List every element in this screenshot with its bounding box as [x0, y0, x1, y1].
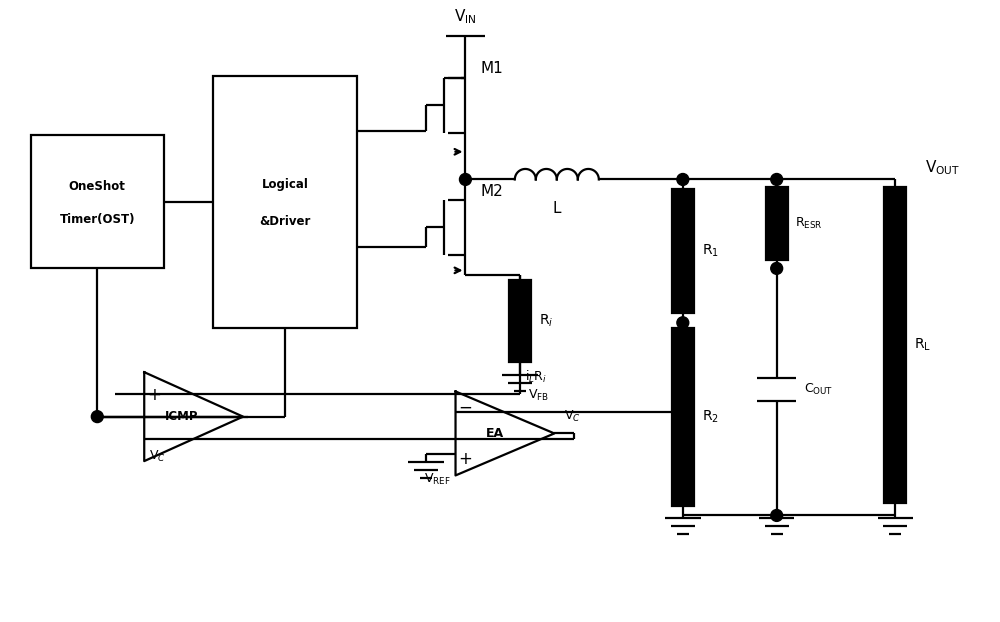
Bar [509, 281, 531, 362]
Text: Timer(OST): Timer(OST) [60, 213, 135, 226]
Text: V$_C$: V$_C$ [564, 409, 581, 424]
Circle shape [91, 411, 103, 422]
Circle shape [459, 174, 471, 185]
Circle shape [677, 174, 689, 185]
Text: V$_{\rm IN}$: V$_{\rm IN}$ [454, 7, 477, 26]
Bar [766, 187, 788, 261]
Text: M1: M1 [480, 62, 503, 77]
Text: −: − [458, 399, 472, 417]
Bar [672, 189, 694, 313]
Text: R$_i$: R$_i$ [539, 313, 553, 330]
Bar [31, 135, 164, 269]
Text: C$_{\rm OUT}$: C$_{\rm OUT}$ [804, 382, 834, 397]
Text: i$_L$R$_i$: i$_L$R$_i$ [525, 368, 547, 384]
Bar [213, 76, 357, 328]
Text: &Driver: &Driver [259, 215, 311, 228]
Text: R$_2$: R$_2$ [702, 409, 719, 425]
Text: +: + [458, 450, 472, 468]
Text: V$_{\rm REF}$: V$_{\rm REF}$ [424, 472, 451, 487]
Circle shape [771, 262, 783, 274]
Circle shape [771, 174, 783, 185]
Text: Logical: Logical [262, 179, 308, 192]
Text: R$_1$: R$_1$ [702, 243, 719, 259]
Bar [884, 187, 906, 503]
Text: L: L [553, 201, 561, 216]
Text: V$_{\rm OUT}$: V$_{\rm OUT}$ [925, 158, 960, 177]
Text: OneShot: OneShot [69, 180, 126, 193]
Bar [672, 328, 694, 506]
Text: EA: EA [486, 427, 504, 440]
Text: V$_{\rm FB}$: V$_{\rm FB}$ [528, 388, 549, 402]
Text: V$_C$: V$_C$ [149, 448, 166, 464]
Text: +: + [147, 386, 161, 404]
Text: M2: M2 [480, 184, 503, 199]
Text: R$_{\rm L}$: R$_{\rm L}$ [914, 337, 931, 353]
Text: −: − [147, 429, 161, 447]
Text: ICMP: ICMP [165, 410, 199, 423]
Circle shape [771, 509, 783, 521]
Circle shape [677, 317, 689, 328]
Text: R$_{\rm ESR}$: R$_{\rm ESR}$ [795, 216, 823, 231]
